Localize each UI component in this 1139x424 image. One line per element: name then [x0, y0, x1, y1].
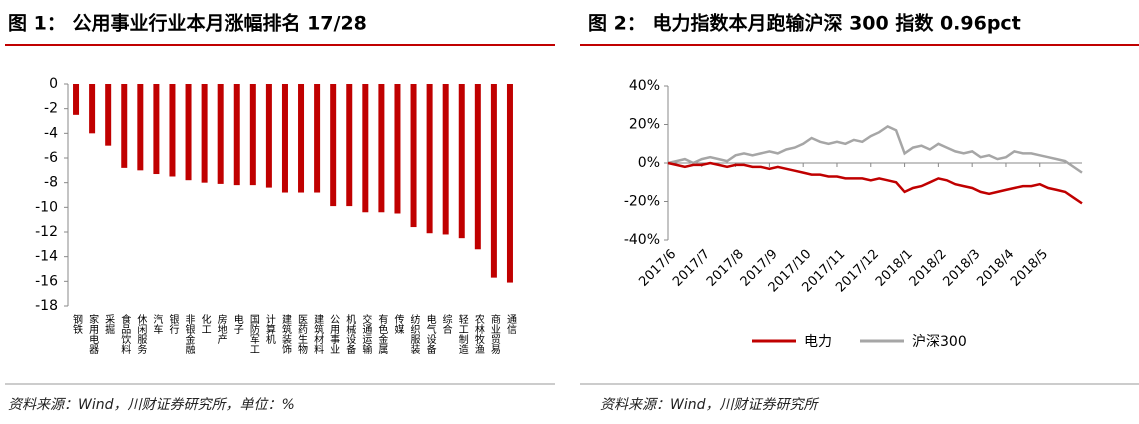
bar — [298, 84, 305, 193]
x-tick-label: 休闲服务 — [135, 314, 147, 355]
x-tick-label: 2018/3 — [941, 247, 984, 290]
source-note: 资料来源：Wind，川财证券研究所，单位：% — [8, 397, 295, 413]
x-tick-label: 电气设备 — [424, 313, 436, 355]
chart-title: 图 1： 公用事业行业本月涨幅排名 17/28 — [8, 12, 367, 35]
y-tick-label: -2 — [44, 101, 58, 117]
x-tick-label: 建筑装饰 — [279, 313, 291, 355]
y-tick-label: -12 — [35, 224, 58, 240]
x-tick-label: 综合 — [440, 313, 452, 335]
series-line — [667, 124, 1083, 174]
x-tick-label: 银行 — [167, 313, 179, 335]
bar — [346, 84, 353, 207]
x-tick-label: 采掘 — [103, 314, 115, 335]
bar — [378, 84, 385, 213]
bar — [362, 84, 369, 213]
bar — [105, 84, 112, 146]
y-tick-label: 20% — [629, 117, 660, 133]
bar — [233, 84, 240, 186]
bar — [442, 84, 449, 235]
x-tick-label: 有色金属 — [376, 313, 388, 355]
y-tick-label: -14 — [35, 249, 58, 265]
x-tick-label: 2018/5 — [1008, 247, 1051, 290]
y-tick-label: -40% — [624, 232, 660, 248]
y-tick-label: 0% — [638, 155, 660, 171]
bar — [121, 84, 128, 168]
x-tick-label: 纺织服装 — [408, 313, 420, 355]
x-tick-label: 公用事业 — [328, 314, 340, 354]
x-tick-label: 轻工制造 — [456, 313, 468, 354]
legend-label: 沪深300 — [912, 334, 967, 350]
x-tick-label: 钢铁 — [71, 313, 83, 335]
x-tick-label: 2017/7 — [670, 247, 713, 290]
bar — [314, 84, 321, 193]
x-tick-label: 非银金融 — [183, 314, 195, 355]
x-tick-label: 2018/1 — [873, 247, 916, 290]
chart-title: 图 2： 电力指数本月跑输沪深 300 指数 0.96pct — [588, 12, 1021, 35]
x-tick-label: 2018/4 — [974, 247, 1017, 290]
x-tick-label: 2017/6 — [636, 247, 679, 290]
bar — [137, 84, 144, 171]
legend-label: 电力 — [804, 334, 832, 350]
y-tick-label: -10 — [35, 199, 58, 215]
bar — [265, 84, 272, 188]
x-tick-label: 国防军工 — [247, 314, 259, 354]
x-tick-label: 2017/8 — [704, 247, 747, 290]
x-tick-label: 农林牧渔 — [472, 313, 484, 355]
bar — [330, 84, 337, 207]
x-tick-label: 医药生物 — [296, 314, 308, 355]
x-tick-label: 机械设备 — [344, 313, 356, 355]
series-line — [667, 161, 1083, 205]
bar — [73, 84, 80, 115]
x-tick-label: 传媒 — [392, 314, 404, 335]
x-tick-label: 房地产 — [215, 313, 227, 345]
source-note: 资料来源：Wind，川财证券研究所 — [600, 397, 819, 413]
bar — [506, 84, 513, 283]
bar — [89, 84, 96, 134]
y-tick-label: -8 — [44, 175, 58, 191]
bar — [169, 84, 176, 177]
bar — [249, 84, 256, 186]
y-tick-label: -18 — [35, 298, 58, 314]
y-tick-label: -4 — [44, 125, 58, 141]
bar — [281, 84, 288, 193]
x-tick-label: 2018/2 — [907, 247, 950, 290]
x-tick-label: 通信 — [504, 314, 516, 335]
x-tick-label: 化工 — [199, 313, 211, 334]
bar — [394, 84, 401, 214]
bar — [185, 84, 192, 181]
x-tick-label: 汽车 — [151, 313, 163, 335]
y-tick-label: 0 — [49, 76, 58, 92]
bar — [410, 84, 417, 228]
bar — [201, 84, 208, 183]
x-tick-label: 家用电器 — [87, 313, 99, 355]
bar — [474, 84, 481, 250]
y-tick-label: -16 — [35, 273, 58, 289]
y-tick-label: -6 — [44, 150, 58, 166]
bar — [458, 84, 465, 239]
y-tick-label: -20% — [624, 194, 660, 210]
bar — [217, 84, 224, 184]
bar — [153, 84, 160, 175]
bar — [426, 84, 433, 234]
y-tick-label: 40% — [629, 78, 660, 94]
x-tick-label: 交通运输 — [360, 313, 372, 355]
x-tick-label: 食品饮料 — [119, 313, 131, 355]
x-tick-label: 建筑材料 — [312, 313, 324, 355]
x-tick-label: 计算机 — [263, 313, 275, 345]
bar — [490, 84, 497, 278]
x-tick-label: 电子 — [231, 313, 243, 334]
x-tick-label: 商业贸易 — [488, 313, 500, 355]
